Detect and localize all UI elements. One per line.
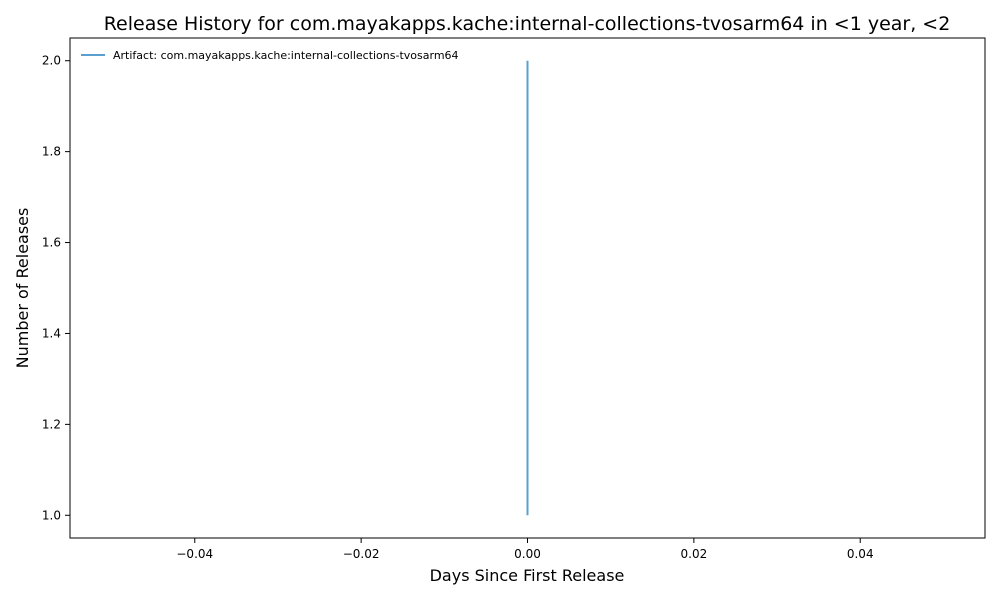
y-tick-label: 1.4 bbox=[42, 326, 61, 340]
y-axis: 1.0 1.2 1.4 1.6 1.8 2.0 bbox=[42, 54, 70, 522]
y-tick-label: 1.6 bbox=[42, 236, 61, 250]
x-tick-label: −0.04 bbox=[176, 547, 213, 561]
legend: Artifact: com.mayakapps.kache:internal-c… bbox=[81, 49, 459, 62]
x-tick-label: 0.04 bbox=[847, 547, 874, 561]
chart-title: Release History for com.mayakapps.kache:… bbox=[104, 13, 951, 35]
x-tick-label: −0.02 bbox=[343, 547, 380, 561]
y-tick-label: 1.0 bbox=[42, 508, 61, 522]
y-tick-label: 2.0 bbox=[42, 54, 61, 68]
y-axis-label: Number of Releases bbox=[13, 208, 32, 369]
y-tick-label: 1.8 bbox=[42, 145, 61, 159]
x-axis-label: Days Since First Release bbox=[430, 566, 625, 585]
legend-label: Artifact: com.mayakapps.kache:internal-c… bbox=[113, 49, 459, 62]
x-tick-label: 0.02 bbox=[681, 547, 708, 561]
x-tick-label: 0.00 bbox=[514, 547, 541, 561]
x-axis: −0.04 −0.02 0.00 0.02 0.04 bbox=[176, 538, 874, 561]
y-tick-label: 1.2 bbox=[42, 417, 61, 431]
